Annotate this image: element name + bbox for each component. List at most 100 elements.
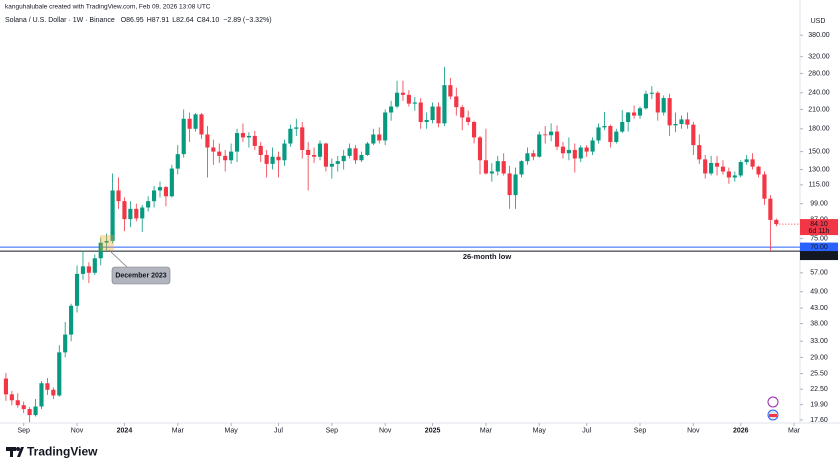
candle-body bbox=[86, 266, 91, 273]
y-tick-label: 38.00 bbox=[810, 320, 828, 327]
candle-body bbox=[673, 123, 678, 126]
ohlc-value: L82.64 bbox=[172, 17, 194, 24]
candle-body bbox=[685, 119, 690, 125]
candle-body bbox=[353, 148, 358, 161]
y-tick-label: 75.00 bbox=[810, 235, 828, 242]
candle-body bbox=[454, 96, 459, 108]
candle-body bbox=[584, 147, 589, 152]
callout-text: December 2023 bbox=[115, 272, 166, 279]
candle-body bbox=[626, 112, 631, 123]
candle-body bbox=[495, 161, 500, 172]
candle-body bbox=[140, 207, 145, 219]
candle-body bbox=[460, 107, 465, 118]
candle-body bbox=[181, 118, 186, 155]
candle-body bbox=[768, 198, 773, 220]
candle-body bbox=[240, 133, 246, 138]
candle-body bbox=[424, 120, 429, 123]
x-tick-label: Mar bbox=[788, 427, 801, 434]
candle-body bbox=[258, 145, 263, 155]
candle-body bbox=[549, 131, 554, 136]
y-tick-label: 115.00 bbox=[809, 182, 830, 189]
countdown: 6d 11h bbox=[809, 228, 830, 235]
hline-label: 67.80 bbox=[810, 252, 828, 259]
candle-body bbox=[572, 149, 577, 159]
highlight-zone bbox=[100, 235, 114, 251]
candle-body bbox=[389, 106, 394, 113]
candle-body bbox=[27, 409, 32, 416]
y-tick-label: 180.00 bbox=[808, 126, 830, 133]
candle-body bbox=[697, 145, 702, 160]
candle-body bbox=[762, 174, 767, 199]
annotation-text: 26-month low bbox=[463, 252, 511, 261]
candle-body bbox=[128, 208, 133, 220]
currency: USD bbox=[811, 18, 826, 25]
ohlc-value: O86.95 bbox=[121, 17, 144, 24]
candle-body bbox=[667, 98, 672, 126]
candle-body bbox=[691, 124, 696, 146]
candle-body bbox=[252, 135, 257, 146]
y-tick-label: 57.00 bbox=[810, 270, 828, 277]
candle-body bbox=[750, 159, 755, 167]
candle-body bbox=[756, 166, 761, 175]
x-tick-label: Mar bbox=[480, 427, 493, 434]
candle-body bbox=[489, 171, 494, 174]
candle-body bbox=[175, 154, 180, 169]
candle-body bbox=[418, 102, 423, 123]
candle-body bbox=[57, 352, 62, 396]
candle-body bbox=[566, 149, 571, 154]
candle-body bbox=[501, 161, 506, 174]
candle-body bbox=[436, 106, 441, 124]
candle-body bbox=[513, 174, 518, 196]
candle-body bbox=[620, 122, 625, 132]
candle-body bbox=[246, 135, 251, 138]
y-tick-label: 280.00 bbox=[808, 70, 830, 77]
candle-body bbox=[211, 147, 216, 152]
candle-body bbox=[134, 208, 139, 219]
candle-body bbox=[472, 122, 477, 138]
x-tick-label: Mar bbox=[172, 427, 185, 434]
candle-body bbox=[9, 394, 14, 401]
candle-body bbox=[596, 127, 601, 141]
candle-body bbox=[3, 378, 9, 395]
candle-body bbox=[608, 126, 613, 142]
y-tick-label: 380.00 bbox=[808, 32, 830, 39]
flag-stripe bbox=[769, 414, 777, 417]
candle-body bbox=[335, 161, 340, 164]
candle-body bbox=[217, 151, 222, 156]
x-tick-label: Jul bbox=[582, 427, 591, 434]
candle-body bbox=[359, 154, 364, 161]
hline-tag bbox=[800, 242, 838, 252]
attribution: kanguhalubale created with TradingView.c… bbox=[5, 4, 211, 11]
x-tick-label: Sep bbox=[634, 427, 647, 434]
candle-body bbox=[709, 162, 714, 174]
candle-body bbox=[122, 201, 127, 220]
candle-body bbox=[590, 140, 595, 152]
candle-body bbox=[288, 128, 293, 144]
ohlc-value: H87.91 bbox=[147, 17, 170, 24]
candle-body bbox=[312, 154, 317, 157]
candle-body bbox=[74, 273, 80, 306]
x-tick-label: 2026 bbox=[733, 427, 749, 434]
candle-body bbox=[602, 126, 607, 128]
candle-body bbox=[632, 112, 637, 116]
y-tick-label: 22.50 bbox=[810, 386, 828, 393]
y-tick-label: 150.00 bbox=[808, 148, 830, 155]
candle-body bbox=[578, 147, 583, 159]
candle-body bbox=[104, 240, 109, 243]
candle-body bbox=[614, 131, 619, 142]
y-tick-label: 210.00 bbox=[808, 106, 830, 113]
candle-body bbox=[732, 175, 737, 178]
candle-body bbox=[69, 305, 74, 335]
x-tick-label: Sep bbox=[326, 427, 339, 434]
y-tick-label: 25.50 bbox=[810, 370, 828, 377]
candle-body bbox=[110, 190, 115, 241]
y-tick-label: 320.00 bbox=[808, 54, 830, 61]
y-tick-label: 130.00 bbox=[808, 166, 830, 173]
symbol-line: Solana / U.S. Dollar · 1W · Binance O86.… bbox=[5, 17, 272, 24]
candle-body bbox=[152, 190, 157, 202]
candle-body bbox=[39, 383, 44, 407]
candle-body bbox=[400, 92, 406, 95]
candle-body bbox=[406, 94, 411, 104]
candle-body bbox=[537, 134, 542, 157]
